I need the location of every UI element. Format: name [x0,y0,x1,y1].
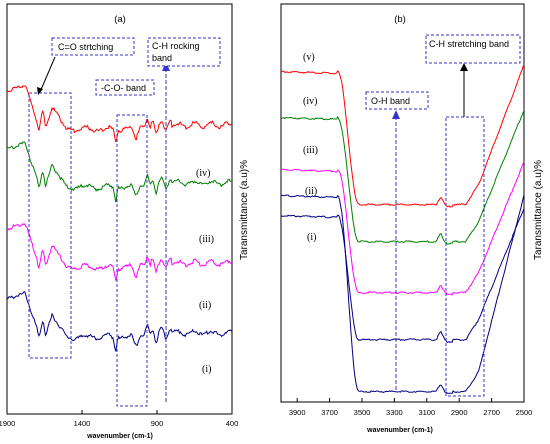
x-tick-label-a: 1900 [0,419,15,428]
x-axis-title-a: wavenumber (cm-1) [86,433,153,440]
plot-frame-b [280,3,525,403]
x-tick-label-b: 2500 [516,408,533,417]
x-tick-label-b: 3500 [354,408,371,417]
ch-stretching-arrowhead [460,63,468,71]
series-label-b-iii: (iii) [303,145,318,156]
c-o-band-label-box [95,79,155,96]
panel-label-b: (b) [394,14,406,25]
series-line-a-2 [6,141,233,203]
c-o-band-label: -C-O- band [101,83,146,93]
series-label-b-i: (i) [307,232,316,243]
ch-rocking-label-box [147,37,221,67]
series-line-b-5 [280,194,525,394]
co-stretching-arrowhead [37,87,43,95]
x-tick-label-b: 3100 [418,408,435,417]
x-tick-label-b: 3900 [289,408,306,417]
x-tick-label-b: 2700 [483,408,500,417]
series-line-b-4 [280,208,525,343]
y-axis-title-b: Taransmittance (a.u)% [533,160,544,260]
c-o-band-region [116,114,148,407]
x-tick-label-a: 400 [226,419,239,428]
series-label-b-v: (v) [303,52,315,63]
ch-stretching-label: C-H stretching band [429,39,509,49]
ch-stretching-region [445,116,485,397]
series-label-b-ii: (ii) [305,186,317,197]
x-tick-label-b: 2900 [451,408,468,417]
co-stretching-arrow [39,56,56,93]
series-line-b-2 [281,109,525,245]
series-label-b-iv: (iv) [303,96,317,107]
ch-rocking-arrowhead [162,62,170,71]
curves-a [6,85,233,352]
x-ticks-a: 1900 1400 900 400 [0,410,238,428]
series-label-a-iv: (iv) [196,168,210,179]
co-stretching-label-box [51,37,135,56]
x-axis-title-b: wavenumber (cm-1) [366,427,433,434]
oh-band-arrowhead [392,110,400,119]
x-tick-label-b: 3300 [386,408,403,417]
x-tick-label-a: 900 [151,419,164,428]
co-stretching-label: C=O strtching [58,42,113,52]
ch-rocking-label-line2: band [152,53,172,63]
series-line-b-3 [280,161,525,296]
curves-b [280,64,525,394]
co-stretching-region [28,92,72,359]
series-line-b-1 [281,64,525,208]
ch-stretching-label-box [425,34,521,64]
x-tick-label-b: 3700 [321,408,338,417]
panel-label-a: (a) [114,14,126,25]
series-line-a-1 [6,85,233,143]
oh-band-label-box [365,91,429,110]
oh-band-label: O-H band [371,96,410,106]
x-ticks-b: 3900 3700 3500 3300 3100 2900 2700 2500 [289,398,532,417]
series-label-a-i: (i) [202,364,211,375]
x-tick-label-a: 1400 [74,419,91,428]
plot-frame-a [6,3,233,415]
y-axis-title-a: Taransmittance (a.u)% [239,160,250,260]
series-line-a-4 [6,291,233,352]
series-line-a-3 [6,223,233,282]
series-label-a-iii: (iii) [199,234,214,245]
ch-rocking-label-line1: C-H rocking [152,41,200,51]
series-label-a-ii: (ii) [199,300,211,311]
